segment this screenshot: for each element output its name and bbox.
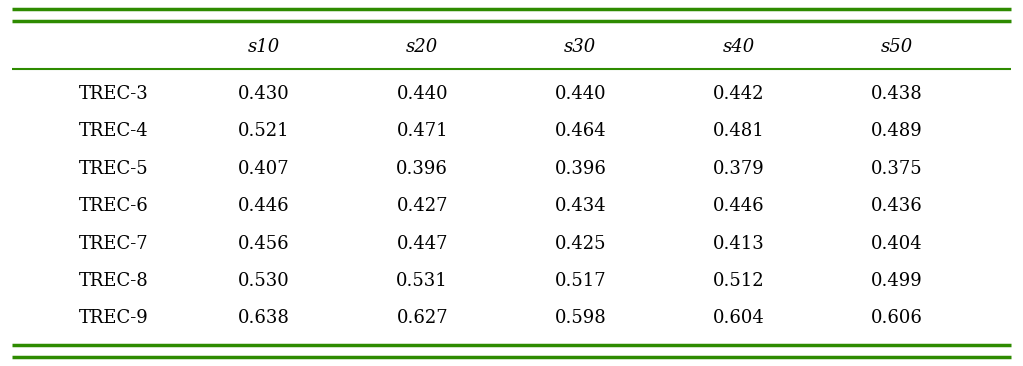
Text: 0.471: 0.471 xyxy=(397,122,448,141)
Text: 0.531: 0.531 xyxy=(396,272,448,290)
Text: 0.427: 0.427 xyxy=(397,197,448,215)
Text: 0.440: 0.440 xyxy=(554,85,607,103)
Text: TREC-5: TREC-5 xyxy=(79,160,148,178)
Text: 0.512: 0.512 xyxy=(713,272,764,290)
Text: 0.396: 0.396 xyxy=(396,160,448,178)
Text: 0.499: 0.499 xyxy=(871,272,923,290)
Text: 0.530: 0.530 xyxy=(238,272,290,290)
Text: 0.434: 0.434 xyxy=(554,197,607,215)
Text: 0.440: 0.440 xyxy=(397,85,448,103)
Text: 0.425: 0.425 xyxy=(554,235,606,253)
Text: 0.446: 0.446 xyxy=(238,197,290,215)
Text: 0.396: 0.396 xyxy=(554,160,607,178)
Text: 0.481: 0.481 xyxy=(713,122,764,141)
Text: 0.379: 0.379 xyxy=(713,160,764,178)
Text: 0.606: 0.606 xyxy=(871,310,923,328)
Text: 0.517: 0.517 xyxy=(554,272,607,290)
Text: s10: s10 xyxy=(248,38,280,56)
Text: 0.638: 0.638 xyxy=(238,310,291,328)
Text: 0.407: 0.407 xyxy=(238,160,290,178)
Text: 0.521: 0.521 xyxy=(238,122,290,141)
Text: s30: s30 xyxy=(565,38,596,56)
Text: 0.446: 0.446 xyxy=(713,197,764,215)
Text: 0.430: 0.430 xyxy=(238,85,290,103)
Text: 0.438: 0.438 xyxy=(871,85,923,103)
Text: 0.413: 0.413 xyxy=(713,235,764,253)
Text: 0.404: 0.404 xyxy=(871,235,923,253)
Text: 0.627: 0.627 xyxy=(397,310,448,328)
Text: 0.604: 0.604 xyxy=(713,310,764,328)
Text: TREC-6: TREC-6 xyxy=(79,197,148,215)
Text: 0.489: 0.489 xyxy=(871,122,923,141)
Text: TREC-3: TREC-3 xyxy=(79,85,148,103)
Text: 0.598: 0.598 xyxy=(554,310,607,328)
Text: 0.436: 0.436 xyxy=(871,197,923,215)
Text: s50: s50 xyxy=(881,38,913,56)
Text: TREC-8: TREC-8 xyxy=(79,272,148,290)
Text: 0.447: 0.447 xyxy=(397,235,448,253)
Text: 0.456: 0.456 xyxy=(238,235,290,253)
Text: 0.442: 0.442 xyxy=(713,85,764,103)
Text: s20: s20 xyxy=(406,38,439,56)
Text: 0.375: 0.375 xyxy=(871,160,923,178)
Text: TREC-4: TREC-4 xyxy=(79,122,148,141)
Text: TREC-7: TREC-7 xyxy=(79,235,148,253)
Text: s40: s40 xyxy=(722,38,755,56)
Text: 0.464: 0.464 xyxy=(554,122,607,141)
Text: TREC-9: TREC-9 xyxy=(79,310,148,328)
